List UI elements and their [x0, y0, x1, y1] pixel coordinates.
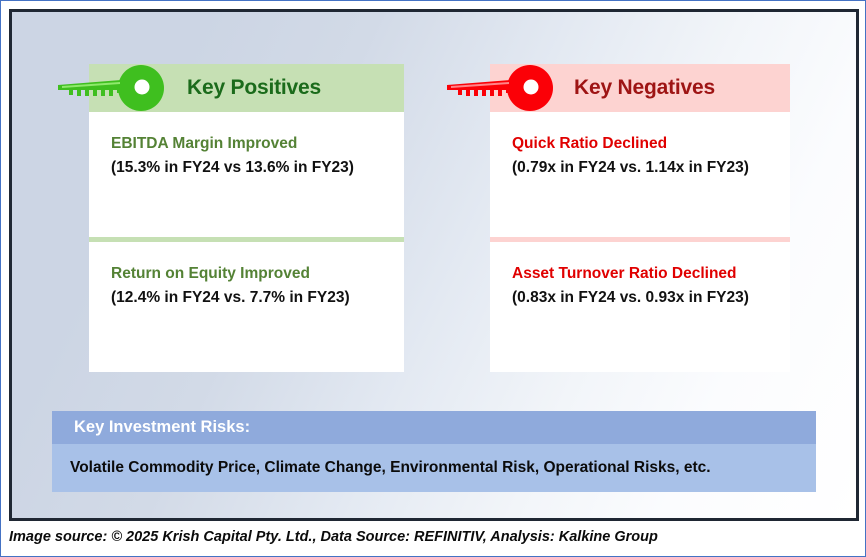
negative-block-2-detail: (0.83x in FY24 vs. 0.93x in FY23)	[512, 288, 749, 306]
negative-block-divider	[490, 237, 790, 242]
positive-block-2-title: Return on Equity Improved	[111, 265, 310, 282]
panel-key-positives: Key Positives EBITDA Margin Improved (15…	[58, 64, 404, 372]
panels-container: Key Positives EBITDA Margin Improved (15…	[12, 12, 856, 518]
key-icon	[446, 65, 554, 111]
panel-title-negatives: Key Negatives	[574, 76, 715, 99]
panel-header-negatives: Key Negatives	[447, 64, 790, 112]
risks-header: Key Investment Risks:	[52, 411, 816, 444]
risks-body-text: Volatile Commodity Price, Climate Change…	[70, 459, 711, 476]
positive-block-2: Return on Equity Improved (12.4% in FY24…	[89, 242, 404, 372]
panel-key-negatives: Key Negatives Quick Ratio Declined (0.79…	[447, 64, 790, 372]
slide-frame: Key Positives EBITDA Margin Improved (15…	[9, 9, 859, 521]
negative-block-1-detail: (0.79x in FY24 vs. 1.14x in FY23)	[512, 158, 749, 176]
positive-block-2-detail: (12.4% in FY24 vs. 7.7% in FY23)	[111, 288, 350, 306]
positive-block-1-detail: (15.3% in FY24 vs 13.6% in FY23)	[111, 158, 354, 176]
positive-block-1: EBITDA Margin Improved (15.3% in FY24 vs…	[89, 112, 404, 237]
positive-block-divider	[89, 237, 404, 242]
positive-block-1-title: EBITDA Margin Improved	[111, 135, 298, 152]
footer: Image source: © 2025 Krish Capital Pty. …	[9, 528, 859, 546]
risks-body: Volatile Commodity Price, Climate Change…	[52, 444, 816, 492]
negative-block-2-title: Asset Turnover Ratio Declined	[512, 265, 737, 282]
key-investment-risks-banner: Key Investment Risks: Volatile Commodity…	[52, 411, 816, 492]
panel-title-positives: Key Positives	[187, 76, 321, 99]
negative-block-2: Asset Turnover Ratio Declined (0.83x in …	[490, 242, 790, 372]
negative-block-1: Quick Ratio Declined (0.79x in FY24 vs. …	[490, 112, 790, 237]
panel-header-positives: Key Positives	[58, 64, 404, 112]
key-icon	[57, 65, 165, 111]
panel-body-positives: EBITDA Margin Improved (15.3% in FY24 vs…	[89, 112, 404, 372]
negative-block-1-title: Quick Ratio Declined	[512, 135, 668, 152]
footer-source-text: Image source: © 2025 Krish Capital Pty. …	[9, 529, 658, 545]
risks-heading: Key Investment Risks:	[74, 418, 251, 436]
panel-body-negatives: Quick Ratio Declined (0.79x in FY24 vs. …	[490, 112, 790, 372]
